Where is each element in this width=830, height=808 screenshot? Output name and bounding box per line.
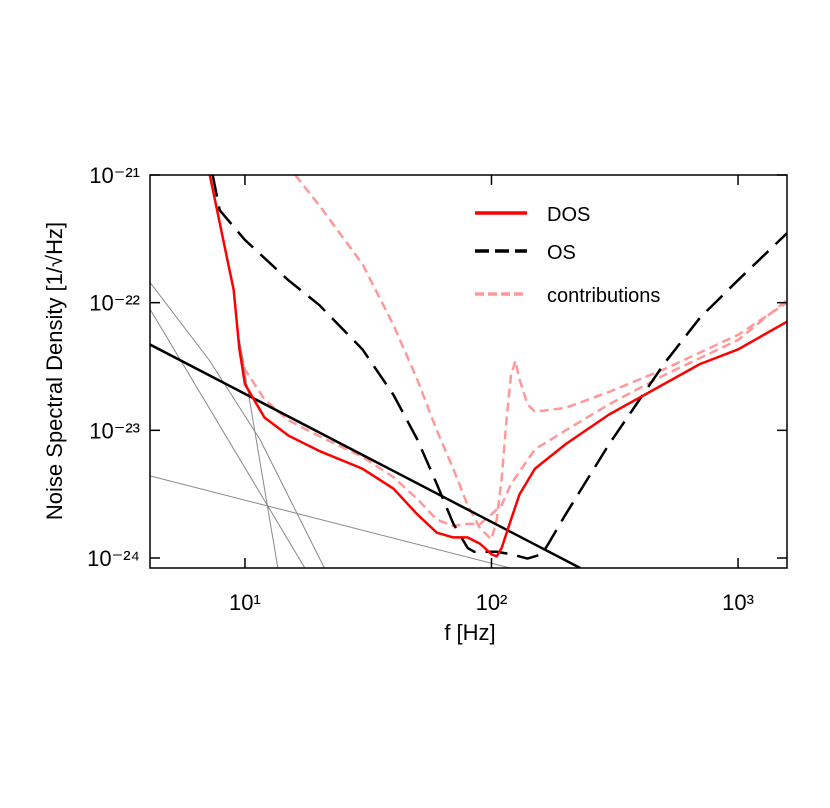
x-tick-label: 10¹ xyxy=(229,590,261,615)
x-axis-label: f [Hz] xyxy=(444,620,495,645)
series-line xyxy=(208,175,787,558)
y-tick-label: 10⁻²³ xyxy=(89,418,140,443)
y-tick-label: 10⁻²⁴ xyxy=(87,546,140,571)
series-line xyxy=(237,298,787,528)
series-line xyxy=(238,339,279,568)
y-axis-label: Noise Spectral Density [1/√Hz] xyxy=(42,222,67,520)
x-tick-label: 10² xyxy=(476,590,508,615)
legend-label: OS xyxy=(547,242,576,264)
legend-label: DOS xyxy=(547,204,590,226)
x-tick-label: 10³ xyxy=(722,590,754,615)
series-line xyxy=(294,175,787,541)
series-line xyxy=(211,175,787,560)
series-line xyxy=(150,308,306,568)
y-tick-label: 10⁻²¹ xyxy=(89,163,140,188)
series-line xyxy=(150,475,511,568)
y-tick-label: 10⁻²² xyxy=(89,291,140,316)
series-line xyxy=(150,282,325,568)
series-line xyxy=(150,343,581,568)
plot-lines xyxy=(150,175,787,568)
legend-label: contributions xyxy=(547,285,660,307)
plot-frame xyxy=(149,174,788,569)
